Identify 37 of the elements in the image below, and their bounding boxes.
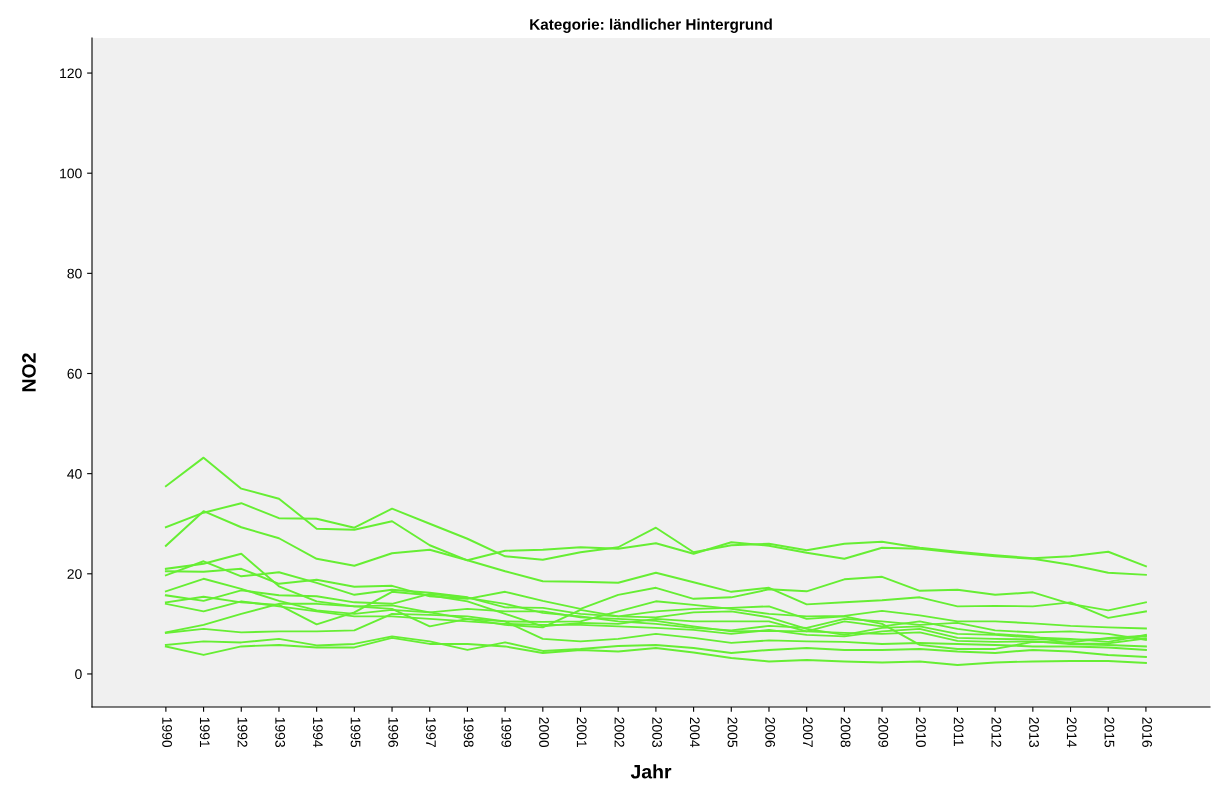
x-tick-label: 2001: [576, 717, 587, 747]
y-axis-title: NO2: [22, 353, 36, 392]
y-tick-label: 120: [60, 68, 82, 79]
x-tick-label: 2014: [1066, 717, 1077, 748]
x-tick-label: 2008: [840, 717, 851, 748]
x-tick-label: 2007: [802, 717, 813, 747]
x-tick-label: 2011: [953, 717, 964, 746]
x-tick-label: 2016: [1142, 717, 1153, 748]
y-tick-label: 20: [67, 569, 82, 579]
x-tick-label: 2005: [727, 717, 738, 748]
x-tick-label: 2006: [765, 717, 776, 748]
x-tick-label: 2013: [1029, 717, 1039, 748]
x-tick-label: 2012: [991, 717, 1002, 747]
y-tick-label: 80: [67, 268, 82, 279]
x-tick-label: 2015: [1104, 717, 1115, 748]
x-tick-label: 1994: [312, 717, 323, 748]
x-tick-label: 1999: [501, 717, 512, 747]
x-tick-label: 1995: [350, 717, 361, 748]
x-tick-label: 1996: [388, 717, 399, 748]
x-tick-label: 1993: [275, 717, 286, 748]
x-tick-label: 2010: [916, 717, 926, 748]
x-tick-label: 2003: [652, 717, 663, 748]
x-tick-label: 1998: [463, 717, 474, 748]
x-axis-title: Jahr: [630, 764, 672, 779]
x-tick-label: 1997: [426, 717, 436, 747]
x-tick-label: 2000: [539, 717, 549, 748]
y-tick-label: 0: [75, 669, 82, 680]
x-tick-label: 1991: [199, 717, 210, 747]
x-tick-label: 1990: [162, 717, 172, 748]
y-tick-label: 100: [60, 168, 82, 179]
x-tick-label: 1992: [237, 717, 248, 747]
chart-title: Kategorie: ländlicher Hintergrund: [530, 18, 772, 33]
y-tick-label: 40: [67, 468, 82, 479]
x-tick-label: 2002: [614, 717, 625, 747]
x-tick-label: 2004: [689, 717, 700, 748]
x-tick-label: 2009: [878, 717, 889, 747]
y-tick-label: 60: [67, 368, 82, 379]
